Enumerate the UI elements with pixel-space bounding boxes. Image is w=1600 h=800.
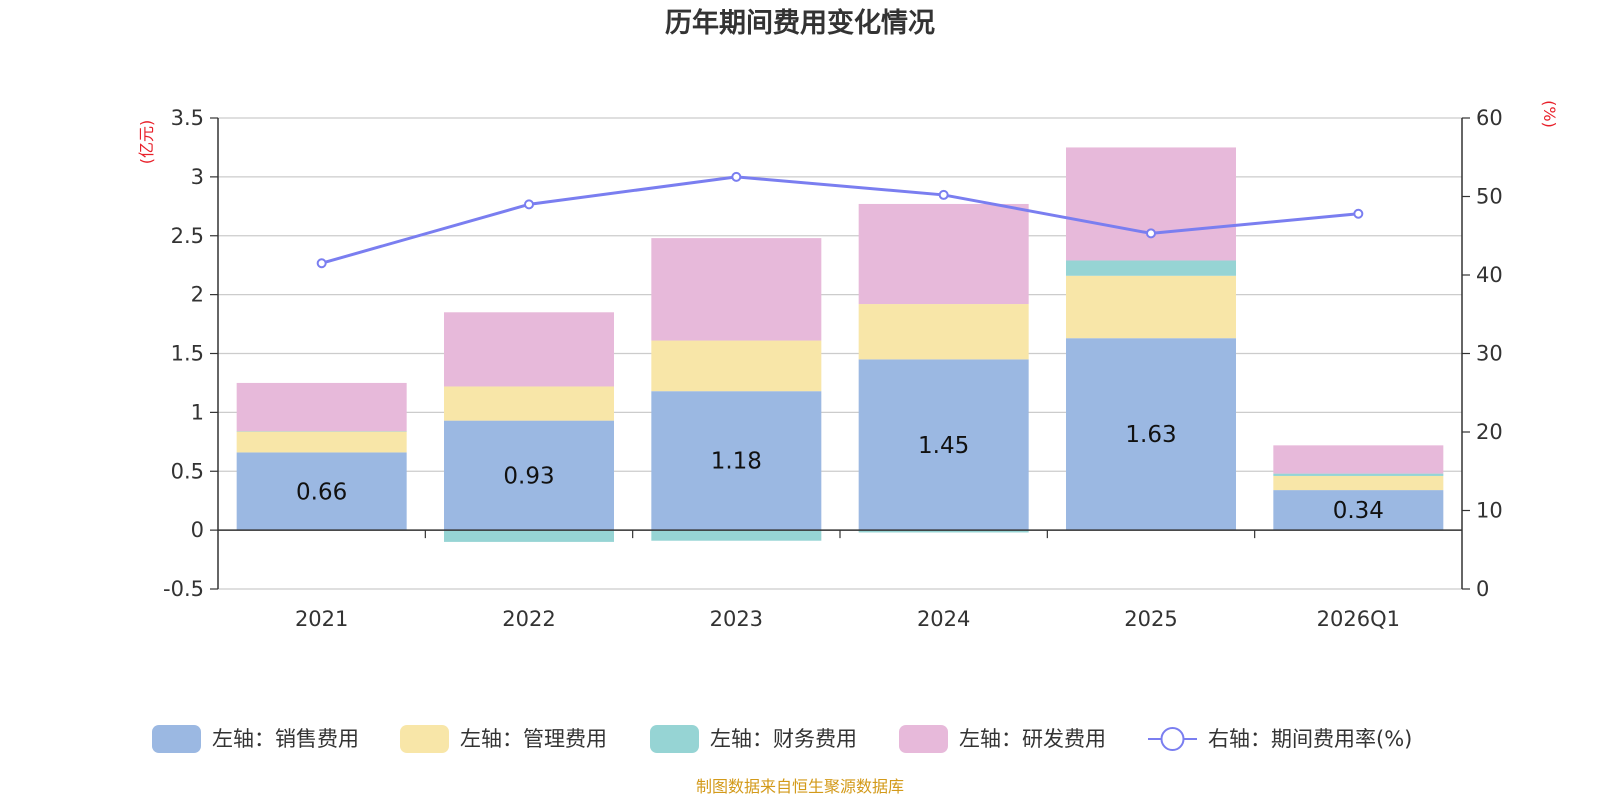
- bar-value-label: 1.45: [918, 433, 969, 459]
- bar-3-2026Q1: [1273, 445, 1444, 474]
- left-tick-label: 3: [191, 165, 204, 189]
- bar-0-2026Q1: [1273, 490, 1444, 531]
- right-tick-label: 0: [1476, 577, 1489, 601]
- rate-point: [731, 171, 742, 182]
- legend-circle-icon: [1160, 727, 1185, 751]
- bar-value-label: 0.93: [503, 463, 554, 489]
- left-tick-label: 0: [191, 518, 204, 542]
- legend-swatch: [650, 725, 699, 753]
- x-tick-label: 2022: [502, 607, 555, 631]
- left-tick-label: 2.5: [171, 224, 204, 248]
- x-tick-label: 2023: [710, 607, 763, 631]
- legend-swatch: [400, 725, 449, 753]
- bar-0-2021: [236, 452, 407, 531]
- rate-point: [316, 258, 327, 269]
- bar-0-2024: [858, 359, 1029, 531]
- legend-label: 左轴：销售费用: [212, 727, 359, 751]
- right-tick-label: 40: [1476, 263, 1503, 287]
- rate-point: [524, 199, 534, 210]
- left-tick-label: 3.5: [171, 106, 204, 130]
- x-tick-label: 2024: [917, 607, 970, 631]
- bar-3-2024: [858, 203, 1029, 305]
- bars: [236, 147, 1444, 542]
- left-tick-label: 1.5: [171, 342, 204, 366]
- legend-label: 右轴：期间费用率(%): [1208, 727, 1412, 751]
- bar-2-2021: [236, 431, 407, 432]
- bar-1-2023: [651, 340, 822, 392]
- bar-1-2026Q1: [1273, 475, 1444, 491]
- bar-1-2022: [444, 386, 614, 421]
- x-tick-label: 2026Q1: [1317, 607, 1400, 631]
- bar-2-2025: [1066, 260, 1236, 276]
- legend-swatch: [899, 725, 948, 753]
- bar-3-2021: [236, 382, 407, 432]
- bar-0-2023: [651, 391, 822, 531]
- bar-2-2022: [444, 530, 614, 542]
- left-axis-unit: (亿元): [137, 120, 156, 165]
- bar-1-2025: [1066, 275, 1236, 339]
- bar-2-2026Q1: [1273, 473, 1444, 476]
- rate-point: [938, 189, 949, 200]
- bar-value-label: 1.18: [711, 449, 762, 475]
- bar-value-label: 0.34: [1333, 498, 1384, 524]
- bar-value-label: 0.66: [296, 479, 347, 505]
- bar-3-2025: [1066, 147, 1236, 261]
- bar-value-label: 1.63: [1125, 422, 1176, 448]
- axes: 3.5 3 2.5 2 1.5 1 0.5 0 -0.5 60 50 40 30 20 10 0 2021 202…: [163, 106, 1503, 631]
- x-tick-label: 2025: [1124, 607, 1177, 631]
- bar-1-2024: [858, 304, 1029, 360]
- right-tick-label: 60: [1476, 106, 1503, 130]
- legend-swatch: [152, 725, 201, 753]
- rate-line: [321, 175, 1359, 265]
- rate-point: [1146, 228, 1156, 239]
- right-tick-label: 10: [1476, 499, 1503, 523]
- bar-1-2021: [236, 431, 407, 453]
- bar-0-2025: [1066, 338, 1236, 531]
- legend-label: 左轴：管理费用: [460, 727, 607, 751]
- left-tick-label: 0.5: [171, 459, 204, 483]
- x-tick-label: 2021: [295, 607, 348, 631]
- legend[interactable]: 左轴：销售费用 左轴：管理费用 左轴：财务费用 左轴：研发费用 右轴：期间费用率(%): [152, 725, 1412, 753]
- left-tick-label: 1: [191, 400, 204, 424]
- bar-2-2023: [651, 530, 822, 541]
- chart-title: 历年期间费用变化情况: [665, 7, 935, 39]
- data-source: 制图数据来自恒生聚源数据库: [696, 777, 904, 796]
- legend-label: 左轴：财务费用: [710, 727, 857, 751]
- left-tick-label: -0.5: [163, 577, 204, 601]
- expense-rate-line: [316, 171, 1364, 269]
- bar-3-2022: [444, 312, 614, 387]
- bar-0-2022: [444, 420, 614, 531]
- right-axis-unit: (%): [1540, 100, 1559, 128]
- bar-2-2024: [858, 530, 1029, 533]
- legend-label: 左轴：研发费用: [959, 727, 1106, 751]
- grid: [218, 117, 1462, 590]
- bar-3-2023: [651, 238, 822, 341]
- left-tick-label: 2: [191, 283, 204, 307]
- right-tick-label: 30: [1476, 342, 1503, 366]
- right-tick-label: 20: [1476, 420, 1503, 444]
- right-tick-label: 50: [1476, 185, 1503, 209]
- rate-point: [1353, 208, 1364, 219]
- bar-labels: 0.66 0.93 1.18 1.45 1.63 0.34: [296, 422, 1384, 524]
